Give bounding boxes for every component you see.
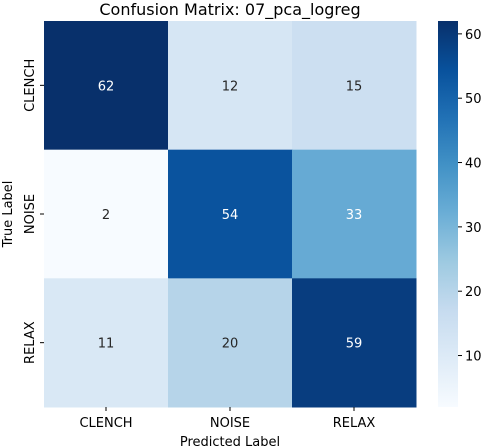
colorbar-tick-label: 30 [465, 221, 482, 236]
cell-value-label: 20 [222, 337, 239, 352]
heatmap-cell-labels: 62 12 15 2 54 33 11 20 59 [98, 79, 363, 351]
heatmap-cells [44, 21, 417, 408]
heatmap-cell-clench-relax [292, 21, 417, 151]
heatmap-cell-relax-relax [292, 278, 417, 408]
y-tick-label: NOISE [23, 194, 38, 234]
x-axis-ticks: CLENCH NOISE RELAX [79, 407, 375, 431]
colorbar-tick-label: 20 [465, 285, 482, 300]
colorbar [438, 21, 458, 407]
colorbar-tick-label: 50 [465, 92, 482, 107]
cell-value-label: 33 [346, 208, 363, 223]
y-tick-label: RELAX [23, 321, 38, 364]
cell-value-label: 12 [222, 79, 239, 94]
cell-value-label: 54 [222, 208, 239, 223]
x-axis-label: Predicted Label [180, 435, 280, 447]
heatmap-cell-noise-noise [168, 149, 293, 279]
cell-value-label: 62 [98, 79, 115, 94]
colorbar-tick-label: 10 [465, 350, 482, 365]
heatmap-cell-clench-noise [168, 21, 293, 151]
heatmap-cell-noise-clench [44, 149, 169, 279]
heatmap-cell-relax-noise [168, 278, 293, 408]
heatmap-cell-clench-clench [44, 21, 169, 151]
x-tick-label: RELAX [333, 416, 376, 431]
cell-value-label: 2 [102, 208, 110, 223]
cell-value-label: 59 [346, 337, 363, 352]
colorbar-tick-label: 40 [465, 157, 482, 172]
colorbar-ticks: 10 20 30 40 50 60 [458, 28, 482, 365]
colorbar-tick-label: 60 [465, 28, 482, 43]
x-tick-label: CLENCH [79, 416, 132, 431]
x-tick-label: NOISE [210, 416, 250, 431]
chart-title: Confusion Matrix: 07_pca_logreg [99, 0, 360, 20]
cell-value-label: 15 [346, 79, 363, 94]
heatmap-cell-noise-relax [292, 149, 417, 279]
y-axis-ticks: CLENCH NOISE RELAX [23, 59, 44, 364]
heatmap-cell-relax-clench [44, 278, 169, 408]
y-axis-label: True Label [1, 181, 16, 249]
y-tick-label: CLENCH [23, 59, 38, 112]
cell-value-label: 11 [98, 337, 115, 352]
